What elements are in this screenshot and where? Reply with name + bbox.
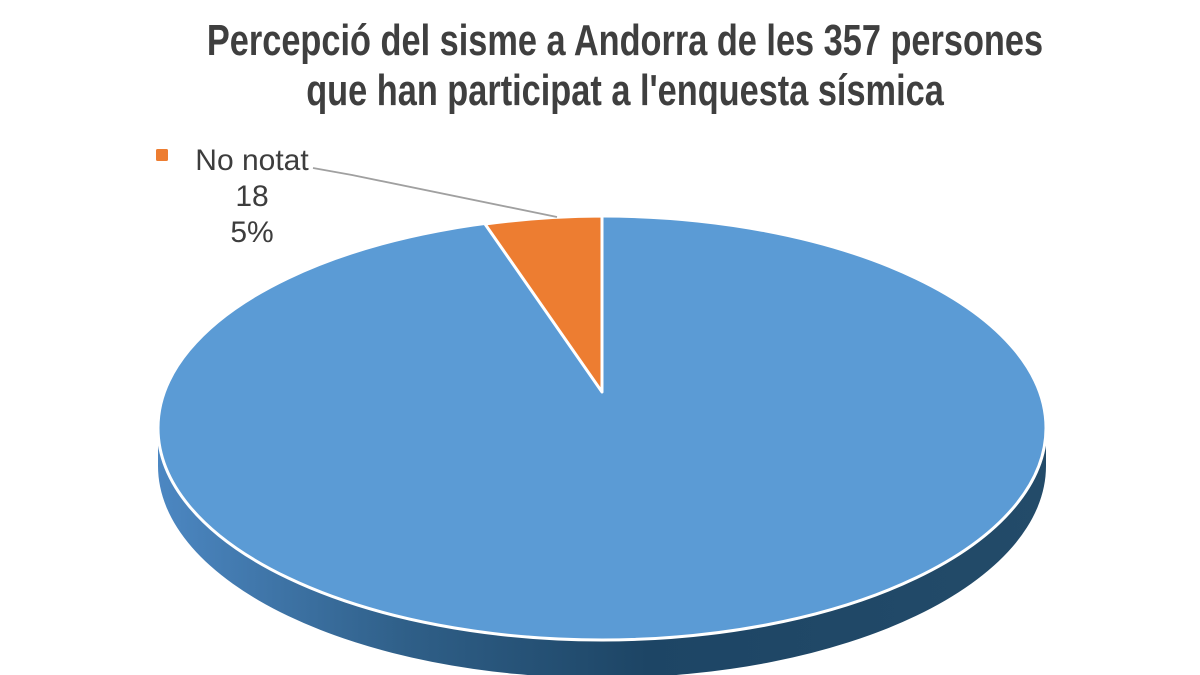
data-label-value: 18 bbox=[235, 180, 269, 213]
legend-key-icon bbox=[156, 149, 168, 161]
chart-title-line2: que han participat a l'enquesta sísmica bbox=[306, 66, 944, 115]
chart-title-line1: Percepció del sisme a Andorra de les 357… bbox=[206, 16, 1044, 65]
data-label-percent: 5% bbox=[230, 216, 274, 249]
chart-title: Percepció del sisme a Andorra de les 357… bbox=[50, 16, 1200, 116]
leader-line bbox=[312, 167, 558, 218]
pie-slice-no-notat bbox=[483, 214, 604, 394]
pie-side-wall bbox=[158, 428, 1046, 675]
data-label-category: No notat bbox=[195, 144, 309, 177]
data-label-no-notat: No notat 18 5% bbox=[185, 143, 319, 251]
